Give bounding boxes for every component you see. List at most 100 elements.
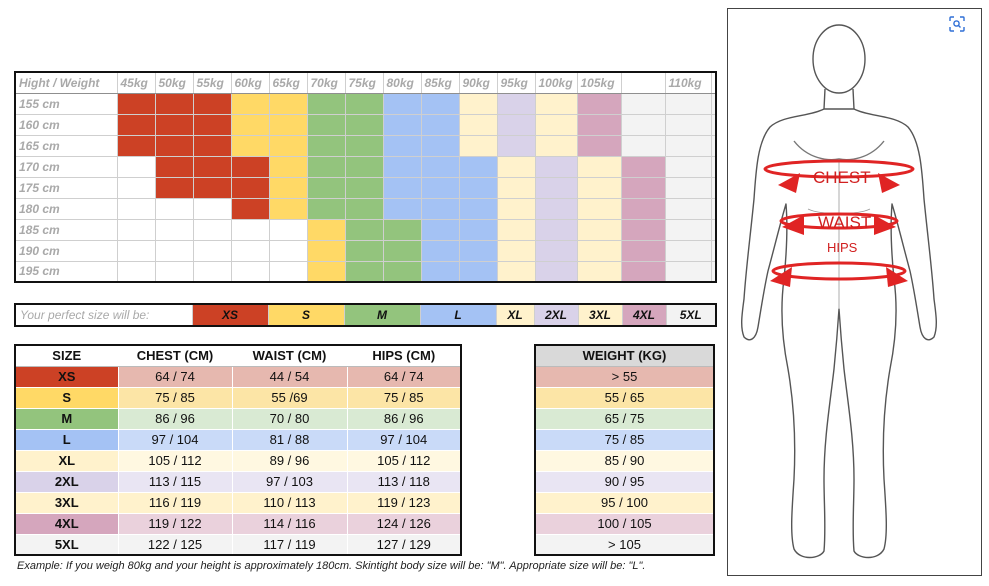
chest-cell: 113 / 115 xyxy=(117,470,233,493)
torso-outline xyxy=(741,108,937,559)
weight-column-header: 100kg xyxy=(534,71,578,94)
weight-column-header: 55kg xyxy=(192,71,232,94)
size-cell xyxy=(306,134,346,157)
body-figure-panel: CHEST WAIST HIPS xyxy=(727,8,982,576)
size-cell xyxy=(154,176,194,199)
size-cell xyxy=(458,113,498,136)
weight-table: WEIGHT (KG) > 55 55 / 65 65 / 75 75 / 85 85 … xyxy=(534,344,715,556)
size-cell xyxy=(154,239,194,262)
size-cell xyxy=(420,239,460,262)
size-cell xyxy=(458,155,498,178)
height-row: 160 cm xyxy=(14,113,716,136)
size-cell xyxy=(710,155,716,178)
size-cell xyxy=(620,113,666,136)
weight-cell: 65 / 75 xyxy=(534,407,715,430)
size-cell xyxy=(664,176,712,199)
size-cell xyxy=(268,260,308,283)
waist-cell: 44 / 54 xyxy=(231,365,348,388)
size-cell-label: M xyxy=(14,407,119,430)
perfect-size-swatch: 4XL xyxy=(621,303,667,327)
weight-column-header: 95kg xyxy=(496,71,536,94)
size-cell xyxy=(576,197,622,220)
weight-column-header xyxy=(710,71,716,94)
weight-cell: 55 / 65 xyxy=(534,386,715,409)
size-cell xyxy=(458,176,498,199)
size-cell xyxy=(710,92,716,115)
height-label: 195 cm xyxy=(14,260,118,283)
size-cell xyxy=(534,134,578,157)
size-cell xyxy=(306,239,346,262)
waist-label: WAIST xyxy=(818,213,872,232)
size-cell xyxy=(664,92,712,115)
weight-cell: 95 / 100 xyxy=(534,491,715,514)
waist-cell: 55 /69 xyxy=(231,386,348,409)
waist-cell: 81 / 88 xyxy=(231,428,348,451)
size-cell xyxy=(116,176,156,199)
size-cell xyxy=(420,155,460,178)
measurement-row: 3XL 116 / 119 110 / 113 119 / 123 xyxy=(14,491,462,514)
waist-cell: 110 / 113 xyxy=(231,491,348,514)
size-cell xyxy=(116,218,156,241)
size-cell xyxy=(496,197,536,220)
measurement-row: 4XL 119 / 122 114 / 116 124 / 126 xyxy=(14,512,462,535)
height-label: 170 cm xyxy=(14,155,118,178)
size-cell xyxy=(420,113,460,136)
size-cell xyxy=(576,134,622,157)
hips-cell: 75 / 85 xyxy=(346,386,462,409)
size-cell xyxy=(230,260,270,283)
size-cell xyxy=(576,155,622,178)
chest-cell: 97 / 104 xyxy=(117,428,233,451)
weight-row: 55 / 65 xyxy=(534,386,715,409)
hips-cell: 127 / 129 xyxy=(346,533,462,556)
size-cell xyxy=(306,260,346,283)
example-note: Example: If you weigh 80kg and your heig… xyxy=(17,560,646,572)
size-cell xyxy=(230,197,270,220)
chest-cell: 105 / 112 xyxy=(117,449,233,472)
size-cell xyxy=(382,155,422,178)
size-cell xyxy=(154,113,194,136)
size-cell xyxy=(664,197,712,220)
height-row: 195 cm xyxy=(14,260,716,283)
size-cell xyxy=(306,155,346,178)
weight-column-header: 90kg xyxy=(458,71,498,94)
size-cell xyxy=(534,113,578,136)
waist-cell: 70 / 80 xyxy=(231,407,348,430)
chest-cell: 122 / 125 xyxy=(117,533,233,556)
size-cell xyxy=(192,113,232,136)
size-cell xyxy=(344,155,384,178)
size-cell xyxy=(306,197,346,220)
size-cell xyxy=(576,239,622,262)
body-outline xyxy=(741,24,937,559)
size-cell xyxy=(344,134,384,157)
size-cell xyxy=(268,92,308,115)
chest-cell: 64 / 74 xyxy=(117,365,233,388)
size-cell xyxy=(154,218,194,241)
size-cell xyxy=(664,134,712,157)
size-cell-label: 3XL xyxy=(14,491,119,514)
size-cell xyxy=(154,92,194,115)
visual-search-button[interactable] xyxy=(949,16,973,40)
size-cell xyxy=(116,155,156,178)
measurement-row: XL 105 / 112 89 / 96 105 / 112 xyxy=(14,449,462,472)
height-label: 180 cm xyxy=(14,197,118,220)
size-cell xyxy=(116,260,156,283)
hips-cell: 119 / 123 xyxy=(346,491,462,514)
size-cell xyxy=(534,218,578,241)
weight-row: > 105 xyxy=(534,533,715,556)
waist-cell: 117 / 119 xyxy=(231,533,348,556)
perfect-size-swatch: 5XL xyxy=(665,303,717,327)
hips-label: HIPS xyxy=(827,240,858,255)
size-cell xyxy=(458,260,498,283)
weight-row: 90 / 95 xyxy=(534,470,715,493)
weight-column-header: 70kg xyxy=(306,71,346,94)
measurement-row: S 75 / 85 55 /69 75 / 85 xyxy=(14,386,462,409)
chest-label: CHEST xyxy=(813,168,871,187)
weight-column-header: 105kg xyxy=(576,71,622,94)
size-cell xyxy=(710,197,716,220)
weight-column-header: 110kg xyxy=(664,71,712,94)
size-cell xyxy=(420,92,460,115)
size-cell-label: 5XL xyxy=(14,533,119,556)
size-cell xyxy=(620,92,666,115)
size-cell xyxy=(710,134,716,157)
header-size: SIZE xyxy=(14,344,119,367)
